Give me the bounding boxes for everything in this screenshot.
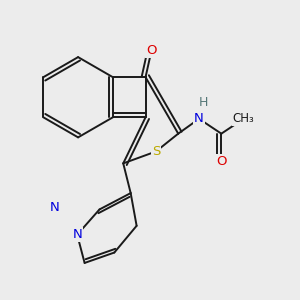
Text: CH₃: CH₃ [233,112,254,125]
Text: N: N [194,112,204,125]
Text: N: N [50,202,60,214]
Text: N: N [72,228,82,241]
Text: S: S [152,145,160,158]
Text: O: O [216,155,226,168]
Text: H: H [199,96,208,109]
Text: O: O [146,44,157,57]
